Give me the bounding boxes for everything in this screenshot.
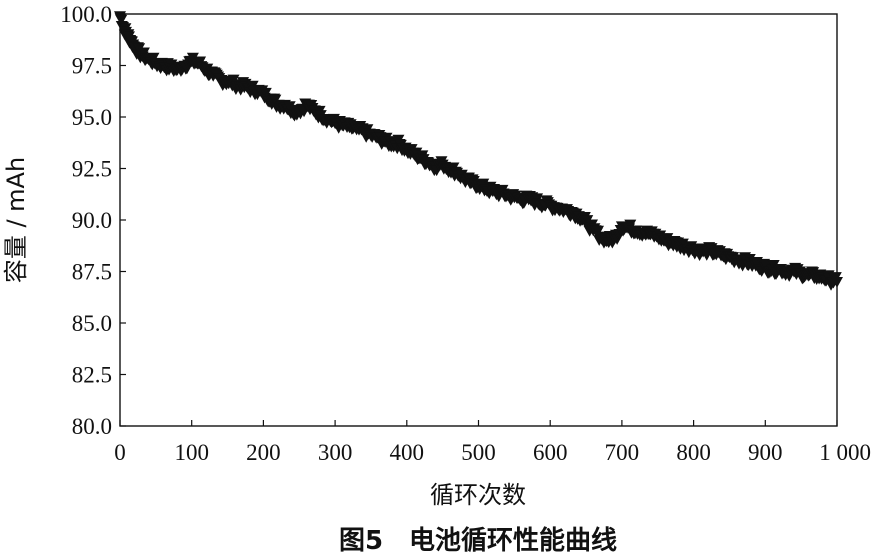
x-tick-label: 400 <box>390 440 425 465</box>
y-tick-label: 100.0 <box>60 2 112 27</box>
x-tick-label: 700 <box>605 440 640 465</box>
y-axis: 80.0 82.5 85.0 87.5 90.0 92.5 95.0 97.5 100.0 <box>60 2 126 439</box>
y-tick-label: 87.5 <box>72 260 112 285</box>
x-tick-label: 600 <box>533 440 568 465</box>
data-point-fill <box>592 225 604 237</box>
data-point-fill <box>259 87 272 99</box>
x-tick-label: 100 <box>174 440 209 465</box>
data-point-fill <box>115 14 128 26</box>
data-point-fill <box>624 219 637 231</box>
x-axis: 0 100 200 300 400 500 600 700 800 900 1 000 <box>114 420 871 465</box>
plot-frame <box>119 13 838 427</box>
x-tick-label: 200 <box>246 440 281 465</box>
figure-caption: 图5 电池循环性能曲线 <box>339 525 617 556</box>
y-axis-label: 容量 / mAh <box>2 157 30 283</box>
x-tick-label: 1 000 <box>819 440 871 465</box>
x-tick-label: 500 <box>461 440 496 465</box>
data-series <box>114 11 843 291</box>
x-tick-label: 800 <box>676 440 711 465</box>
y-tick-label: 80.0 <box>72 414 112 439</box>
data-point <box>831 277 843 288</box>
data-point-fill <box>477 178 490 190</box>
y-tick-label: 82.5 <box>72 363 112 388</box>
y-tick-label: 92.5 <box>72 157 112 182</box>
data-point-fill <box>410 147 423 159</box>
x-tick-label: 0 <box>114 440 126 465</box>
data-point-fill <box>147 52 160 64</box>
y-tick-label: 90.0 <box>72 208 112 233</box>
y-tick-label: 85.0 <box>72 311 112 336</box>
x-tick-label: 300 <box>318 440 353 465</box>
x-axis-label: 循环次数 <box>430 481 526 509</box>
x-tick-label: 900 <box>748 440 783 465</box>
data-point-fill <box>137 47 150 59</box>
y-tick-label: 95.0 <box>72 105 112 130</box>
y-tick-label: 97.5 <box>72 54 112 79</box>
